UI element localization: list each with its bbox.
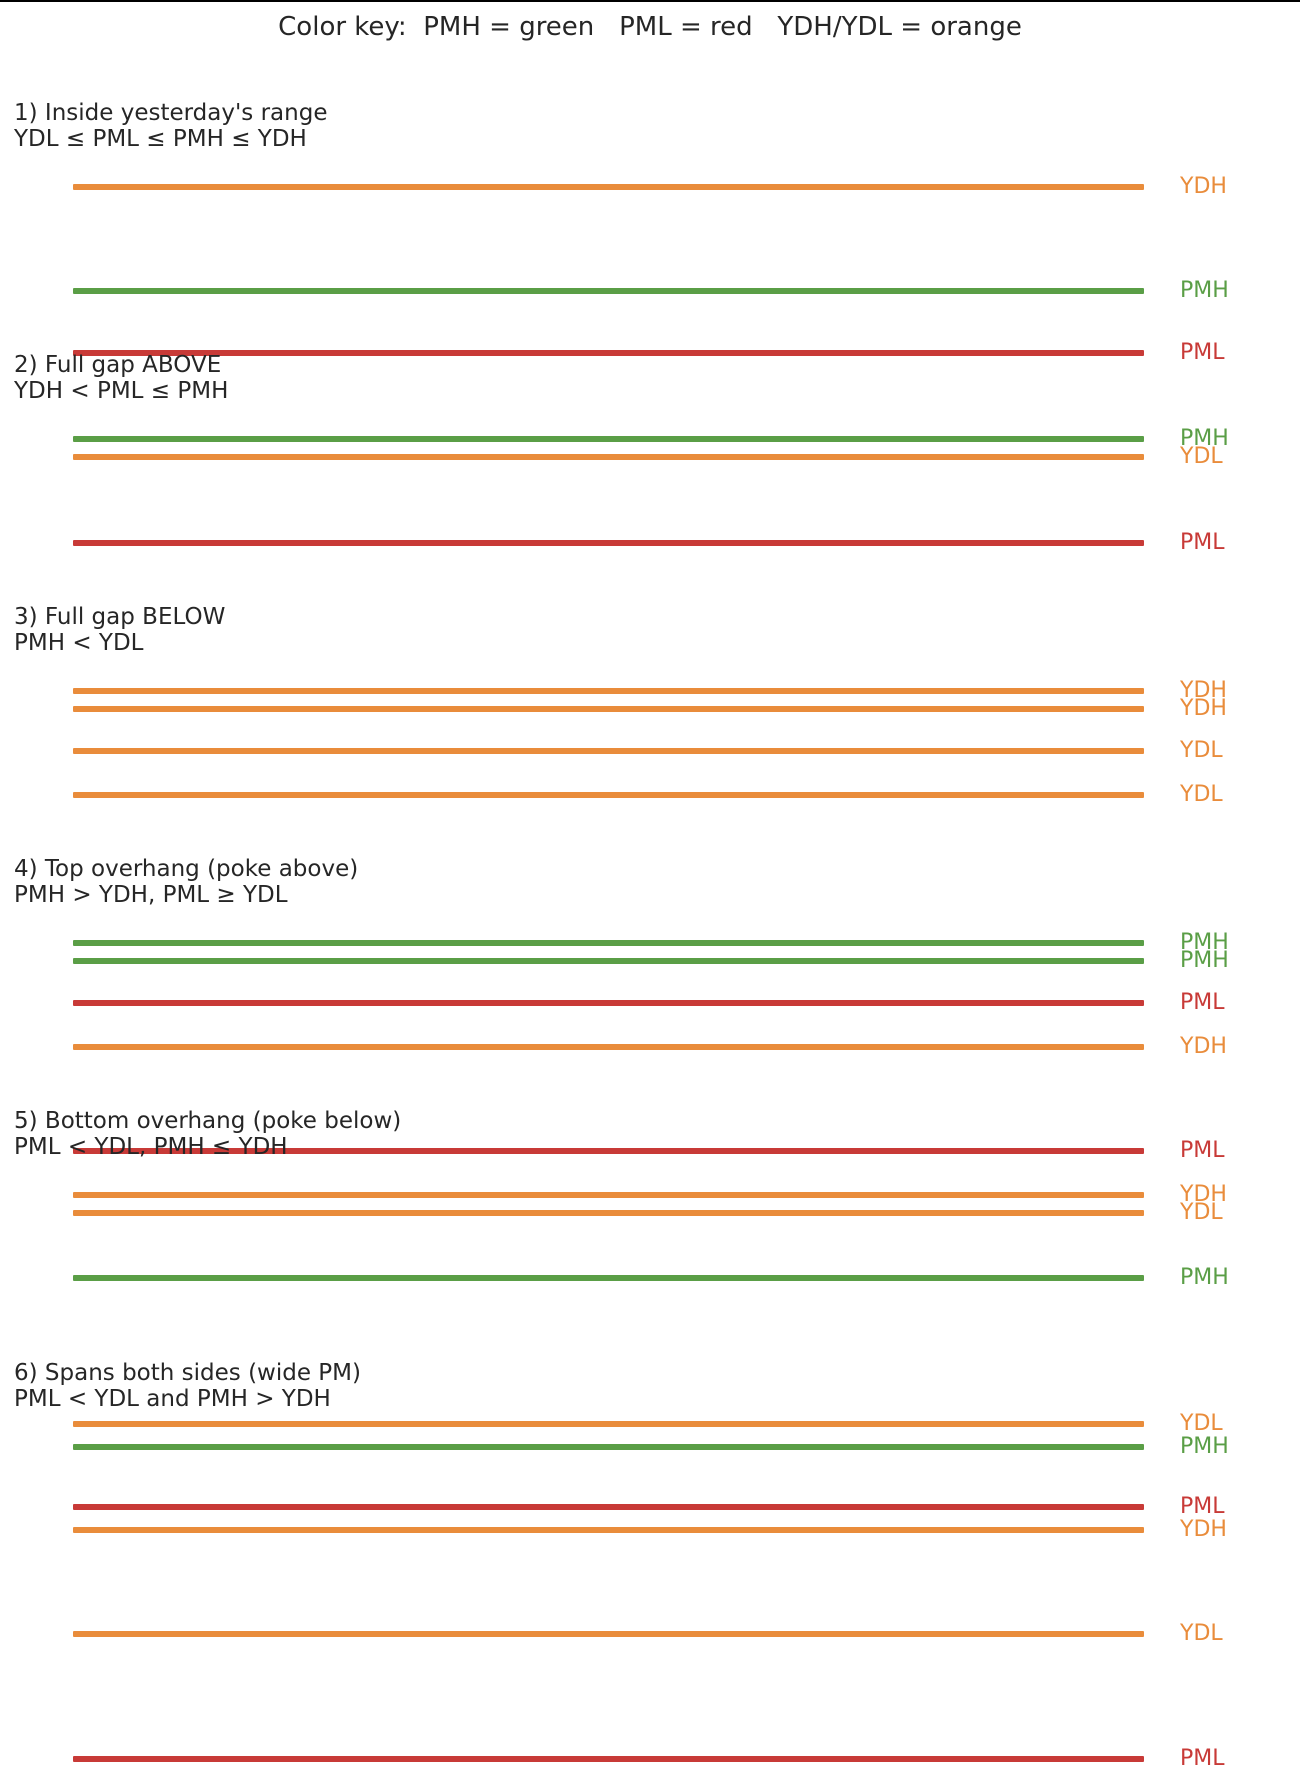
ydl-label: YDL	[1180, 738, 1223, 763]
panel-title: 1) Inside yesterday's range	[14, 100, 328, 126]
panel-1: 1) Inside yesterday's range YDL ≤ PML ≤ P…	[0, 100, 1300, 469]
level-ydl: YDL	[0, 1411, 1300, 1436]
pmh-label: PMH	[1180, 948, 1229, 974]
level-ydl: YDL	[0, 444, 1300, 469]
panel-2: 2) Full gap ABOVE YDH < PML ≤ PMH PMH PML YD…	[0, 352, 1300, 763]
pml-line	[73, 1000, 1144, 1006]
panel-condition: PMH > YDH, PML ≥ YDL	[14, 882, 288, 908]
ydl-label: YDL	[1180, 1410, 1223, 1436]
pml-label: PML	[1180, 1138, 1225, 1163]
ydh-line	[73, 1192, 1144, 1198]
level-pmh: PMH	[0, 1434, 1300, 1459]
level-ydl: YDL	[0, 782, 1300, 807]
panel-title: 2) Full gap ABOVE	[14, 352, 222, 378]
level-pmh: PMH	[0, 948, 1300, 973]
level-ydh: YDH	[0, 1517, 1300, 1542]
panel-4: 4) Top overhang (poke above) PMH > YDH, P…	[0, 856, 1300, 1225]
panel-condition: YDH < PML ≤ PMH	[14, 378, 229, 404]
pmh-label: PMH	[1180, 1265, 1229, 1291]
pmh-line	[73, 436, 1144, 442]
level-ydl: YDL	[0, 1621, 1300, 1646]
pmh-label: PMH	[1180, 1434, 1229, 1459]
panel-condition: PML < YDL, PMH ≤ YDH	[14, 1134, 288, 1160]
ydh-line	[73, 1044, 1144, 1050]
ydh-line	[73, 1527, 1144, 1534]
level-ydh: YDH	[0, 1182, 1300, 1207]
ydh-label: YDH	[1180, 696, 1227, 722]
ydl-line	[73, 792, 1144, 798]
level-ydl: YDL	[0, 1200, 1300, 1225]
panel-title: 5) Bottom overhang (poke below)	[14, 1108, 402, 1134]
top-border	[0, 0, 1300, 2]
ydl-line	[73, 748, 1144, 754]
pml-line	[73, 1504, 1144, 1510]
pmh-line	[73, 940, 1144, 946]
pmh-line	[73, 1275, 1144, 1282]
ydl-label: YDL	[1180, 444, 1223, 470]
panel-title: 3) Full gap BELOW	[14, 604, 226, 630]
pml-label: PML	[1180, 530, 1225, 555]
ydh-label: YDH	[1180, 678, 1227, 703]
ydl-line	[73, 1210, 1144, 1217]
pmh-line	[73, 288, 1144, 294]
panel-condition: YDL ≤ PML ≤ PMH ≤ YDH	[14, 126, 307, 152]
level-pmh: PMH	[0, 278, 1300, 303]
panel-3: 3) Full gap BELOW PMH < YDL YDH YDL PMH PML	[0, 604, 1300, 1015]
level-pmh: PMH	[0, 930, 1300, 955]
ydh-label: YDH	[1180, 1182, 1227, 1207]
panel-title: 4) Top overhang (poke above)	[14, 856, 359, 882]
level-pml: PML	[0, 1746, 1300, 1771]
pmh-label: PMH	[1180, 426, 1229, 451]
level-ydh: YDH	[0, 1034, 1300, 1059]
ydh-line	[73, 706, 1144, 713]
pml-label: PML	[1180, 990, 1225, 1015]
level-pml: PML	[0, 1138, 1300, 1163]
level-ydl: YDL	[0, 738, 1300, 763]
ydh-label: YDH	[1180, 1034, 1227, 1059]
pml-line	[73, 1756, 1144, 1762]
level-pmh: PMH	[0, 426, 1300, 451]
pmh-label: PMH	[1180, 278, 1229, 303]
pmh-line	[73, 1444, 1144, 1450]
level-pmh: PMH	[0, 1265, 1300, 1290]
pml-label: PML	[1180, 1746, 1225, 1771]
ydl-label: YDL	[1180, 782, 1223, 807]
ydh-label: YDH	[1180, 1517, 1227, 1543]
pmh-line	[73, 958, 1144, 965]
panel-title: 6) Spans both sides (wide PM)	[14, 1360, 361, 1386]
ydh-label: YDH	[1180, 174, 1227, 199]
ydl-label: YDL	[1180, 1200, 1223, 1226]
level-pml: PML	[0, 530, 1300, 555]
ydl-label: YDL	[1180, 1621, 1223, 1647]
ydl-line	[73, 1420, 1144, 1427]
pmh-label: PMH	[1180, 930, 1229, 955]
pml-label: PML	[1180, 1494, 1225, 1519]
panel-6: 6) Spans both sides (wide PM) PML < YDL a…	[0, 1360, 1300, 1771]
level-ydh: YDH	[0, 174, 1300, 199]
pml-line	[73, 1148, 1144, 1154]
level-ydh: YDH	[0, 696, 1300, 721]
panel-condition: PML < YDL and PMH > YDH	[14, 1386, 331, 1412]
pml-line	[73, 350, 1144, 357]
ydl-line	[73, 454, 1144, 461]
panel-5: 5) Bottom overhang (poke below) PML < YDL…	[0, 1108, 1300, 1519]
ydh-line	[73, 184, 1144, 190]
pml-line	[73, 540, 1144, 546]
color-key: Color key: PMH = green PML = red YDH/YDL…	[278, 12, 1022, 42]
level-pml: PML	[0, 990, 1300, 1015]
panel-condition: PMH < YDL	[14, 630, 144, 656]
ydh-line	[73, 688, 1144, 694]
ydl-line	[73, 1631, 1144, 1638]
level-pml: PML	[0, 340, 1300, 365]
pml-label: PML	[1180, 340, 1225, 366]
level-ydh: YDH	[0, 678, 1300, 703]
level-pml: PML	[0, 1494, 1300, 1519]
